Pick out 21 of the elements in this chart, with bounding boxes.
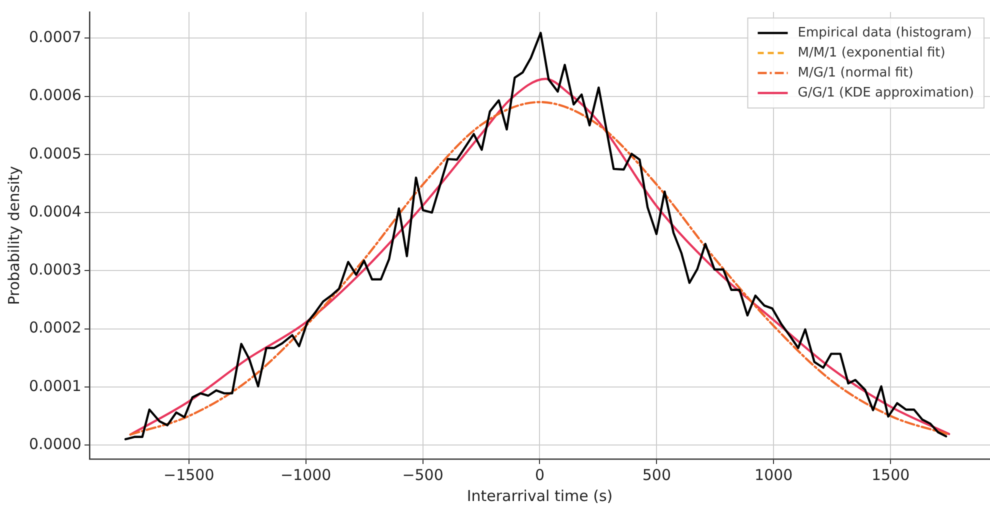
x-axis-title: Interarrival time (s) — [466, 486, 613, 505]
y-axis-title: Probability density — [4, 166, 23, 306]
legend-label: Empirical data (histogram) — [798, 25, 972, 40]
y-tick-label: 0.0005 — [28, 144, 82, 162]
y-tick-label: 0.0000 — [28, 434, 82, 453]
y-tick-label: 0.0001 — [28, 376, 82, 395]
y-tick-label: 0.0007 — [28, 28, 82, 46]
y-tick-label: 0.0003 — [28, 260, 82, 279]
legend-label: M/M/1 (exponential fit) — [798, 45, 946, 60]
y-tick-label: 0.0002 — [28, 318, 82, 337]
x-tick-label: 1000 — [754, 466, 793, 484]
x-tick-label: 500 — [642, 466, 672, 484]
legend-label: G/G/1 (KDE approximation) — [798, 85, 974, 100]
x-tick-label: −1000 — [280, 466, 332, 484]
x-tick-label: −500 — [402, 466, 444, 484]
y-tick-label: 0.0004 — [28, 202, 82, 220]
y-tick-label: 0.0006 — [28, 86, 82, 104]
x-tick-label: 1500 — [872, 466, 910, 484]
legend-label: M/G/1 (normal fit) — [798, 65, 914, 80]
x-tick-label: 0 — [534, 466, 545, 484]
x-tick-label: −1500 — [164, 466, 214, 484]
